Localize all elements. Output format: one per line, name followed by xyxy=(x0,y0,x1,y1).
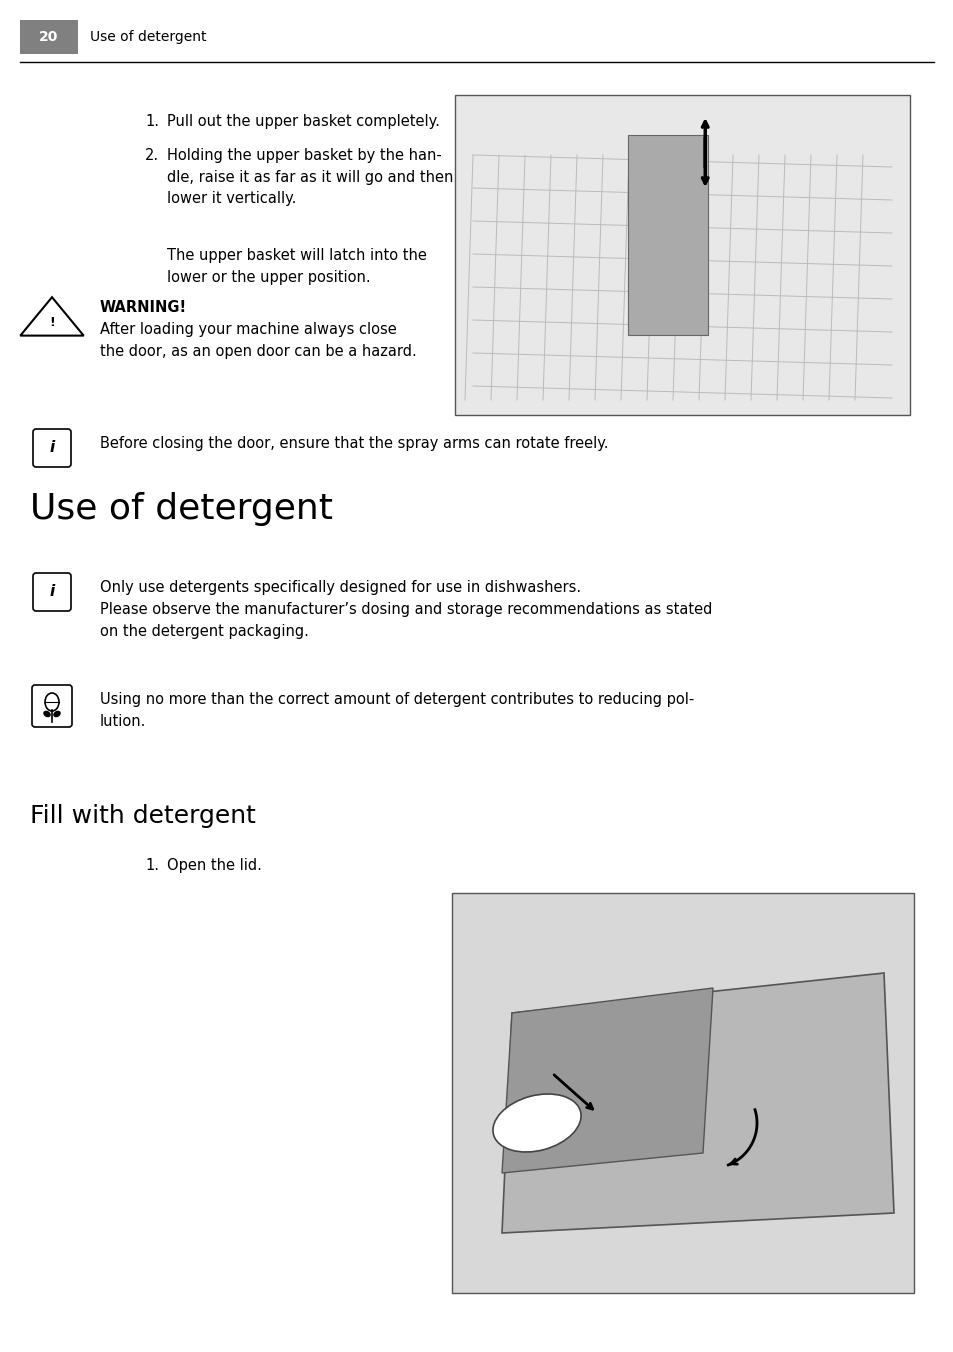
Text: 2.: 2. xyxy=(145,147,159,164)
Text: i: i xyxy=(50,441,54,456)
Bar xyxy=(455,95,909,415)
Text: Please observe the manufacturer’s dosing and storage recommendations as stated
o: Please observe the manufacturer’s dosing… xyxy=(100,602,712,638)
Text: Only use detergents specifically designed for use in dishwashers.: Only use detergents specifically designe… xyxy=(100,580,580,595)
Bar xyxy=(627,135,707,335)
Ellipse shape xyxy=(53,711,61,718)
Ellipse shape xyxy=(493,1094,580,1152)
Polygon shape xyxy=(501,973,893,1233)
Bar xyxy=(20,20,78,54)
Polygon shape xyxy=(501,988,712,1174)
Text: The upper basket will latch into the
lower or the upper position.: The upper basket will latch into the low… xyxy=(167,247,426,285)
Text: 1.: 1. xyxy=(145,114,159,128)
Text: After loading your machine always close
the door, as an open door can be a hazar: After loading your machine always close … xyxy=(100,322,416,358)
Bar xyxy=(452,894,913,1293)
Text: Pull out the upper basket completely.: Pull out the upper basket completely. xyxy=(167,114,439,128)
Text: WARNING!: WARNING! xyxy=(100,300,187,315)
Text: 20: 20 xyxy=(39,30,59,45)
Text: Using no more than the correct amount of detergent contributes to reducing pol-
: Using no more than the correct amount of… xyxy=(100,692,694,729)
Text: i: i xyxy=(50,584,54,599)
Text: !: ! xyxy=(49,315,55,329)
Text: 1.: 1. xyxy=(145,859,159,873)
Text: Before closing the door, ensure that the spray arms can rotate freely.: Before closing the door, ensure that the… xyxy=(100,435,608,452)
Text: Use of detergent: Use of detergent xyxy=(90,30,206,45)
Text: Holding the upper basket by the han-
dle, raise it as far as it will go and then: Holding the upper basket by the han- dle… xyxy=(167,147,453,207)
Text: Open the lid.: Open the lid. xyxy=(167,859,262,873)
Text: Use of detergent: Use of detergent xyxy=(30,492,333,526)
Ellipse shape xyxy=(43,711,51,718)
Text: Fill with detergent: Fill with detergent xyxy=(30,804,255,827)
